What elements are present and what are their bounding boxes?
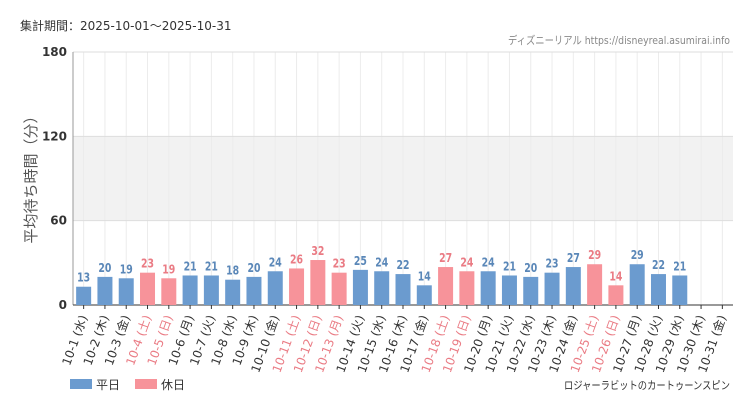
data-label: 13 xyxy=(77,271,90,285)
period-label: 集計期間：2025-10-01～2025-10-31 xyxy=(20,18,231,33)
bar xyxy=(544,272,560,305)
data-label: 26 xyxy=(290,252,303,266)
bar xyxy=(310,260,326,305)
data-label: 19 xyxy=(162,262,175,276)
data-label: 27 xyxy=(567,251,580,265)
bar xyxy=(374,271,390,305)
bar xyxy=(118,278,134,305)
bar xyxy=(225,279,241,305)
data-label: 21 xyxy=(503,259,516,273)
y-axis-label: 平均待ち時間（分） xyxy=(22,108,40,243)
bar xyxy=(480,271,496,305)
bar xyxy=(629,264,645,305)
data-label: 23 xyxy=(333,257,346,271)
data-label: 23 xyxy=(546,257,559,271)
data-label: 21 xyxy=(184,259,197,273)
data-label: 14 xyxy=(609,269,622,283)
y-tick-label: 120 xyxy=(42,129,67,143)
bar xyxy=(395,274,411,305)
data-label: 25 xyxy=(354,254,367,268)
data-label: 22 xyxy=(652,258,665,272)
data-label: 19 xyxy=(120,262,133,276)
bar xyxy=(587,264,603,305)
bar xyxy=(565,267,581,305)
legend-label-holiday: 休日 xyxy=(161,378,185,392)
bar xyxy=(501,275,517,305)
legend-swatch-holiday xyxy=(135,379,157,389)
bar xyxy=(76,286,92,305)
data-label: 21 xyxy=(205,259,218,273)
data-label: 29 xyxy=(631,248,644,262)
data-label: 32 xyxy=(311,244,324,258)
bar xyxy=(650,274,666,305)
bar xyxy=(331,272,347,305)
y-tick-label: 60 xyxy=(50,214,67,228)
y-tick-label: 0 xyxy=(59,298,67,312)
data-label: 24 xyxy=(460,255,473,269)
data-label: 18 xyxy=(226,264,239,278)
data-label: 24 xyxy=(375,255,388,269)
bar xyxy=(416,285,432,305)
bar xyxy=(182,275,198,305)
data-label: 22 xyxy=(397,258,410,272)
data-label: 20 xyxy=(524,261,537,275)
bar xyxy=(459,271,475,305)
source-label: ディズニーリアル https://disneyreal.asumirai.inf… xyxy=(508,33,730,47)
legend-swatch-weekday xyxy=(70,379,92,389)
y-tick-label: 180 xyxy=(42,45,67,59)
bar xyxy=(523,276,539,305)
bar xyxy=(97,276,113,305)
bar xyxy=(267,271,283,305)
data-label: 27 xyxy=(439,251,452,265)
data-label: 14 xyxy=(418,269,431,283)
bar xyxy=(608,285,624,305)
data-label: 23 xyxy=(141,257,154,271)
data-label: 24 xyxy=(269,255,282,269)
data-label: 29 xyxy=(588,248,601,262)
bar xyxy=(203,275,219,305)
attraction-name: ロジャーラビットのカートゥーンスピン xyxy=(564,379,730,392)
bar xyxy=(289,268,305,305)
bar xyxy=(140,272,156,305)
data-label: 20 xyxy=(98,261,111,275)
legend-label-weekday: 平日 xyxy=(96,378,120,392)
bar xyxy=(246,276,262,305)
bar xyxy=(161,278,177,305)
data-label: 24 xyxy=(482,255,495,269)
bar xyxy=(352,269,368,305)
legend: 平日 休日 xyxy=(70,378,185,392)
bar xyxy=(438,267,454,305)
bar xyxy=(672,275,688,305)
data-label: 21 xyxy=(673,259,686,273)
data-label: 20 xyxy=(247,261,260,275)
